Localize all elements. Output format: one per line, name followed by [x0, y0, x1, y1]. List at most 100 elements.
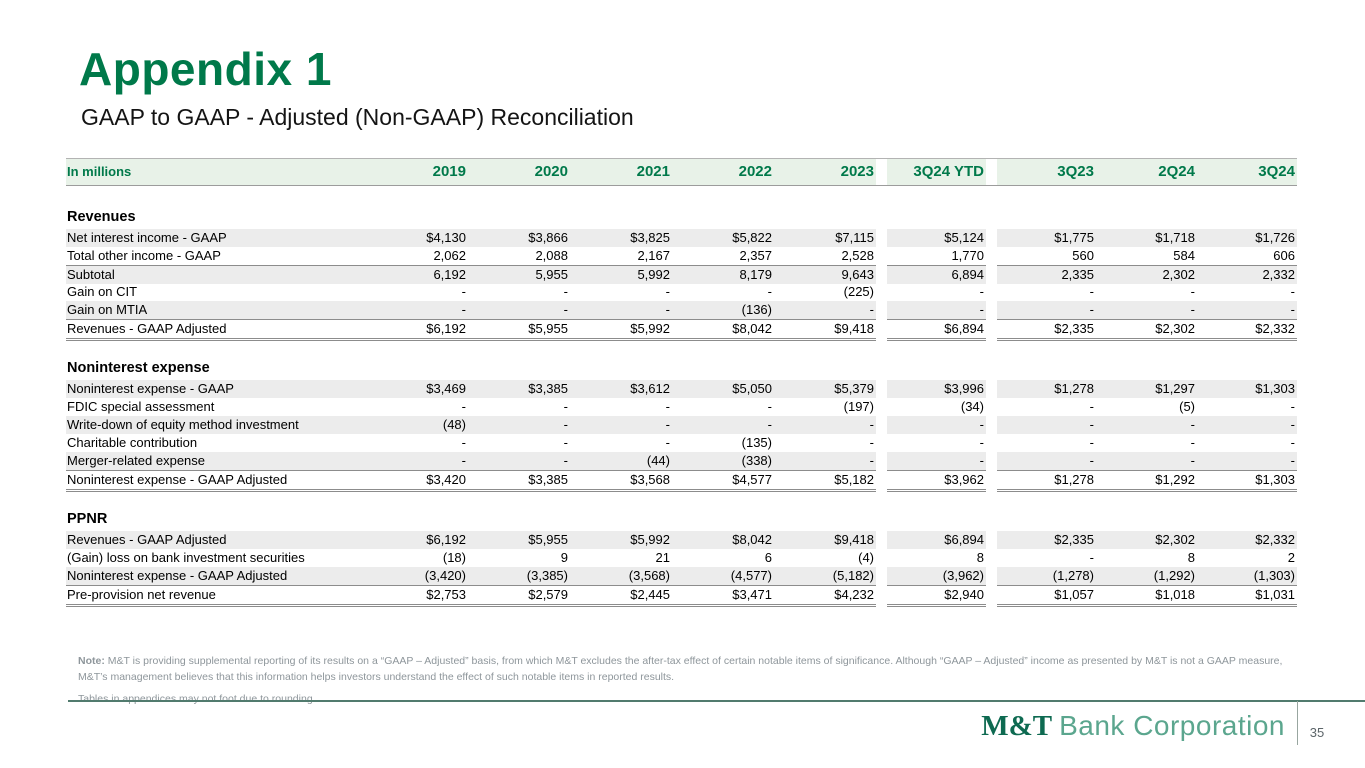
value-cell: $1,292	[1096, 470, 1197, 492]
value-cell: $1,018	[1096, 585, 1197, 607]
value-cell: 3Q23	[997, 159, 1096, 185]
page-subtitle: GAAP to GAAP - Adjusted (Non-GAAP) Recon…	[81, 104, 634, 130]
value-cell: -	[1089, 399, 1094, 414]
value-cell: 560	[1072, 248, 1094, 263]
value-cell: $3,420	[366, 470, 468, 492]
table-row: Noninterest expense - GAAP Adjusted $3,42…	[66, 470, 1297, 492]
row-label: Pre-provision net revenue	[66, 585, 366, 607]
value-cell: -	[774, 416, 876, 434]
value-cell: 3Q24 YTD	[887, 159, 986, 185]
column-gap	[986, 434, 997, 452]
value-cell: -	[869, 435, 874, 450]
column-gap	[986, 531, 997, 549]
column-gap	[876, 229, 887, 247]
value-cell: $3,471	[672, 585, 774, 607]
table-row: Subtotal 6,192 5,955 5,992 8,179 9,643 6,894 2,…	[66, 265, 1297, 284]
value-cell: $6,894	[887, 531, 986, 549]
column-gap	[876, 452, 887, 470]
value-cell: $2,579	[468, 585, 570, 607]
note-text: Note: M&T is providing supplemental repo…	[78, 654, 1290, 686]
table-row: Revenues - GAAP Adjusted $6,192 $5,955 $5,9…	[66, 531, 1297, 549]
value-cell: (1,292)	[1096, 567, 1197, 585]
value-cell: (3,568)	[570, 567, 672, 585]
value-cell: -	[1089, 435, 1094, 450]
value-cell: $2,335	[997, 531, 1096, 549]
value-cell: 9,643	[774, 265, 876, 284]
value-cell: (18)	[442, 550, 466, 565]
table-section: Noninterest expense Noninterest expense -…	[66, 360, 1297, 492]
value-cell: -	[461, 399, 466, 414]
value-cell: 2,335	[997, 265, 1096, 284]
row-label: Total other income - GAAP	[67, 248, 221, 263]
row-label: Net interest income - GAAP	[66, 229, 366, 247]
column-gap	[986, 398, 997, 416]
value-cell: $3,962	[887, 470, 986, 492]
value-cell: $9,418	[774, 319, 876, 341]
value-cell: 2021	[570, 159, 672, 185]
table-row: Net interest income - GAAP $4,130 $3,866 $3…	[66, 229, 1297, 247]
reconciliation-table: In millions 2019 2020 2021 2022 2023 3Q24 YTD 3…	[66, 158, 1297, 607]
column-gap	[986, 247, 997, 265]
row-label: Charitable contribution	[67, 435, 198, 450]
column-gap	[986, 319, 997, 341]
value-cell: -	[887, 452, 986, 470]
value-cell: $6,192	[366, 531, 468, 549]
value-cell: -	[1197, 452, 1297, 470]
value-cell: (4)	[858, 550, 874, 565]
value-cell: -	[665, 399, 670, 414]
column-gap	[986, 265, 997, 284]
column-gap	[876, 434, 887, 452]
note-prefix: Note:	[78, 655, 105, 667]
column-gap	[876, 567, 887, 585]
column-gap	[876, 380, 887, 398]
value-cell: $3,385	[468, 380, 570, 398]
value-cell: (34)	[960, 399, 984, 414]
column-gap	[986, 283, 997, 301]
value-cell: $4,577	[672, 470, 774, 492]
table-row: (Gain) loss on bank investment securitie…	[66, 549, 1297, 567]
value-cell: $3,996	[887, 380, 986, 398]
value-cell: $2,445	[570, 585, 672, 607]
value-cell: $5,379	[774, 380, 876, 398]
value-cell: -	[468, 416, 570, 434]
column-gap	[986, 159, 997, 185]
value-cell: (225)	[843, 284, 874, 299]
notes-block: Note: M&T is providing supplemental repo…	[78, 654, 1290, 707]
value-cell: 584	[1173, 248, 1195, 263]
value-cell: -	[1197, 301, 1297, 319]
value-cell: 2	[1287, 550, 1295, 565]
value-cell: 5,992	[570, 265, 672, 284]
page-number-divider	[1297, 701, 1298, 745]
value-cell: -	[563, 399, 568, 414]
value-cell: $4,232	[774, 585, 876, 607]
value-cell: -	[997, 416, 1096, 434]
column-gap	[876, 283, 887, 301]
value-cell: $1,718	[1096, 229, 1197, 247]
value-cell: -	[979, 284, 984, 299]
table-header-row: In millions 2019 2020 2021 2022 2023 3Q24 YTD 3…	[66, 158, 1297, 186]
value-cell: $1,278	[997, 470, 1096, 492]
value-cell: $1,297	[1096, 380, 1197, 398]
row-label: Revenues - GAAP Adjusted	[66, 531, 366, 549]
value-cell: $2,940	[887, 585, 986, 607]
table-row: Merger-related expense - - (44) (338) - - - - -	[66, 452, 1297, 470]
section-heading: Revenues	[67, 209, 136, 225]
value-cell: -	[767, 399, 772, 414]
value-cell: -	[1096, 301, 1197, 319]
value-cell: -	[570, 416, 672, 434]
value-cell: (135)	[741, 435, 772, 450]
column-gap	[986, 301, 997, 319]
value-cell: -	[1197, 416, 1297, 434]
value-cell: -	[1290, 435, 1295, 450]
value-cell: 2020	[468, 159, 570, 185]
value-cell: 8	[976, 550, 984, 565]
value-cell: -	[665, 435, 670, 450]
table-section: PPNR Revenues - GAAP Adjusted $6,192 $5,955…	[66, 511, 1297, 607]
value-cell: $1,303	[1197, 470, 1297, 492]
table-row: Total other income - GAAP 2,062 2,088 2,167…	[66, 247, 1297, 265]
value-cell: 3Q24	[1197, 159, 1297, 185]
column-gap	[876, 549, 887, 567]
value-cell: -	[672, 416, 774, 434]
row-label: FDIC special assessment	[67, 399, 215, 414]
column-gap	[876, 301, 887, 319]
